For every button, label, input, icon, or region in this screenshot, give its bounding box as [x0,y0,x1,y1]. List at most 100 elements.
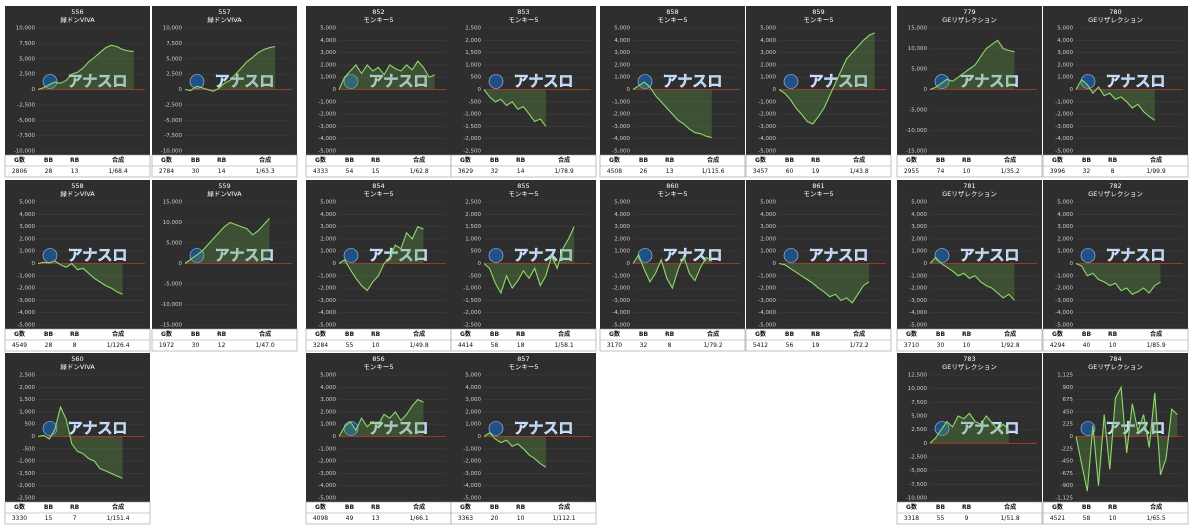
table-cell: 3284 [313,342,328,349]
y-tick-label: 3,000 [614,50,630,56]
y-tick-label: -2,500 [463,323,481,329]
y-tick-label: -1,000 [17,459,35,465]
y-tick-label: -2,000 [17,483,35,489]
y-tick-label: 5,000 [614,200,630,206]
y-tick-label: 10,000 [908,46,928,52]
watermark: アナスロ [960,246,1020,264]
y-tick-label: 0 [924,87,928,93]
table-header: BB [785,157,795,164]
table-header: 合成 [707,330,719,338]
y-tick-label: -3,000 [318,471,336,477]
table-header: G数 [1052,330,1064,338]
y-tick-label: 900 [1063,385,1074,391]
table-header: BB [490,157,500,164]
y-tick-label: 1,000 [614,75,630,81]
chart-subtitle: モンキー5 [508,190,538,198]
chart-title: 860 [666,182,678,190]
watermark: アナスロ [369,72,429,90]
y-tick-label: 4,000 [911,212,927,218]
table-header: 合成 [259,156,271,164]
y-tick-label: -2,000 [463,136,481,142]
line [1075,262,1161,295]
chart-title: 858 [666,8,678,16]
y-tick-label: 5,000 [911,67,927,73]
y-tick-label: 3,000 [320,50,336,56]
y-tick-label: 0 [32,261,36,267]
area [930,413,1009,444]
line [1075,78,1156,121]
table-cell: 3996 [1050,168,1065,175]
table-header: 合成 [112,503,124,511]
chart-title: 852 [372,8,384,16]
y-tick-label: 1,000 [911,249,927,255]
y-tick-label: 7,500 [19,41,35,47]
area [930,257,1015,301]
y-tick-label: 1,000 [465,422,481,428]
table-header: G数 [906,330,918,338]
y-tick-label: -2,500 [17,102,35,108]
y-tick-label: -10,000 [161,149,183,155]
y-tick-label: 3,000 [614,224,630,230]
watermark: アナスロ [960,419,1020,437]
y-tick-label: -1,000 [17,273,35,279]
y-tick-label: 5,000 [760,200,776,206]
table-cell: 1/66.1 [409,515,428,522]
line [483,432,547,468]
table-cell: 28 [45,168,53,175]
table-cell: 4521 [1050,515,1065,522]
chart-subtitle: 緑ドンVIVA [60,362,95,371]
panel [600,180,745,351]
table-header: G数 [315,156,327,164]
y-tick-label: 3,000 [1057,50,1073,56]
y-tick-label: -4,000 [909,310,927,316]
y-tick-label: 4,000 [614,212,630,218]
table-header: RB [70,331,80,338]
table-cell: 4414 [458,342,473,349]
y-tick-label: -500 [469,273,482,279]
panel [5,180,150,351]
table-header: 合成 [259,330,271,338]
area [38,45,134,90]
y-tick-label: 1,500 [19,397,35,403]
table-header: 合成 [1004,503,1016,511]
table-cell: 28 [45,342,53,349]
y-tick-label: 3,000 [320,224,336,230]
chart-subtitle: モンキー5 [657,190,687,198]
chart-subtitle: モンキー5 [363,363,393,371]
table-cell: 10 [372,342,380,349]
y-tick-label: -1,000 [318,446,336,452]
table-cell: 2955 [904,168,919,175]
table-cell: 3629 [458,168,473,175]
y-tick-label: 0 [179,87,183,93]
table-header: G数 [315,330,327,338]
area [484,89,546,127]
y-tick-label: -5,000 [463,496,481,502]
watermark-logo [934,248,950,263]
y-tick-label: -1,000 [909,273,927,279]
y-tick-label: -1,000 [1055,273,1073,279]
table-cell: 60 [786,168,794,175]
table-header: RB [371,504,381,511]
chart-subtitle: GEリザレクション [942,363,997,371]
y-tick-label: -1,500 [17,471,35,477]
table-header: G数 [161,330,173,338]
y-tick-label: 0 [773,261,777,267]
y-tick-label: -2,000 [612,112,630,118]
table-header: BB [191,331,201,338]
watermark: アナスロ [369,419,429,437]
y-tick-label: -1,500 [463,298,481,304]
line [483,89,547,127]
table-header: G数 [14,330,26,338]
table-cell: 10 [517,515,525,522]
y-tick-label: 4,000 [320,385,336,391]
table-cell: 1/62.8 [409,168,428,175]
table-header: 合成 [1004,330,1016,338]
line [37,44,134,91]
y-tick-label: 5,000 [760,26,776,32]
table-cell: 19 [812,168,820,175]
watermark: アナスロ [68,246,128,264]
y-tick-label: -5,000 [758,323,776,329]
table-cell: 58 [1083,515,1091,522]
y-tick-label: -1,000 [758,99,776,105]
line [1075,385,1178,492]
